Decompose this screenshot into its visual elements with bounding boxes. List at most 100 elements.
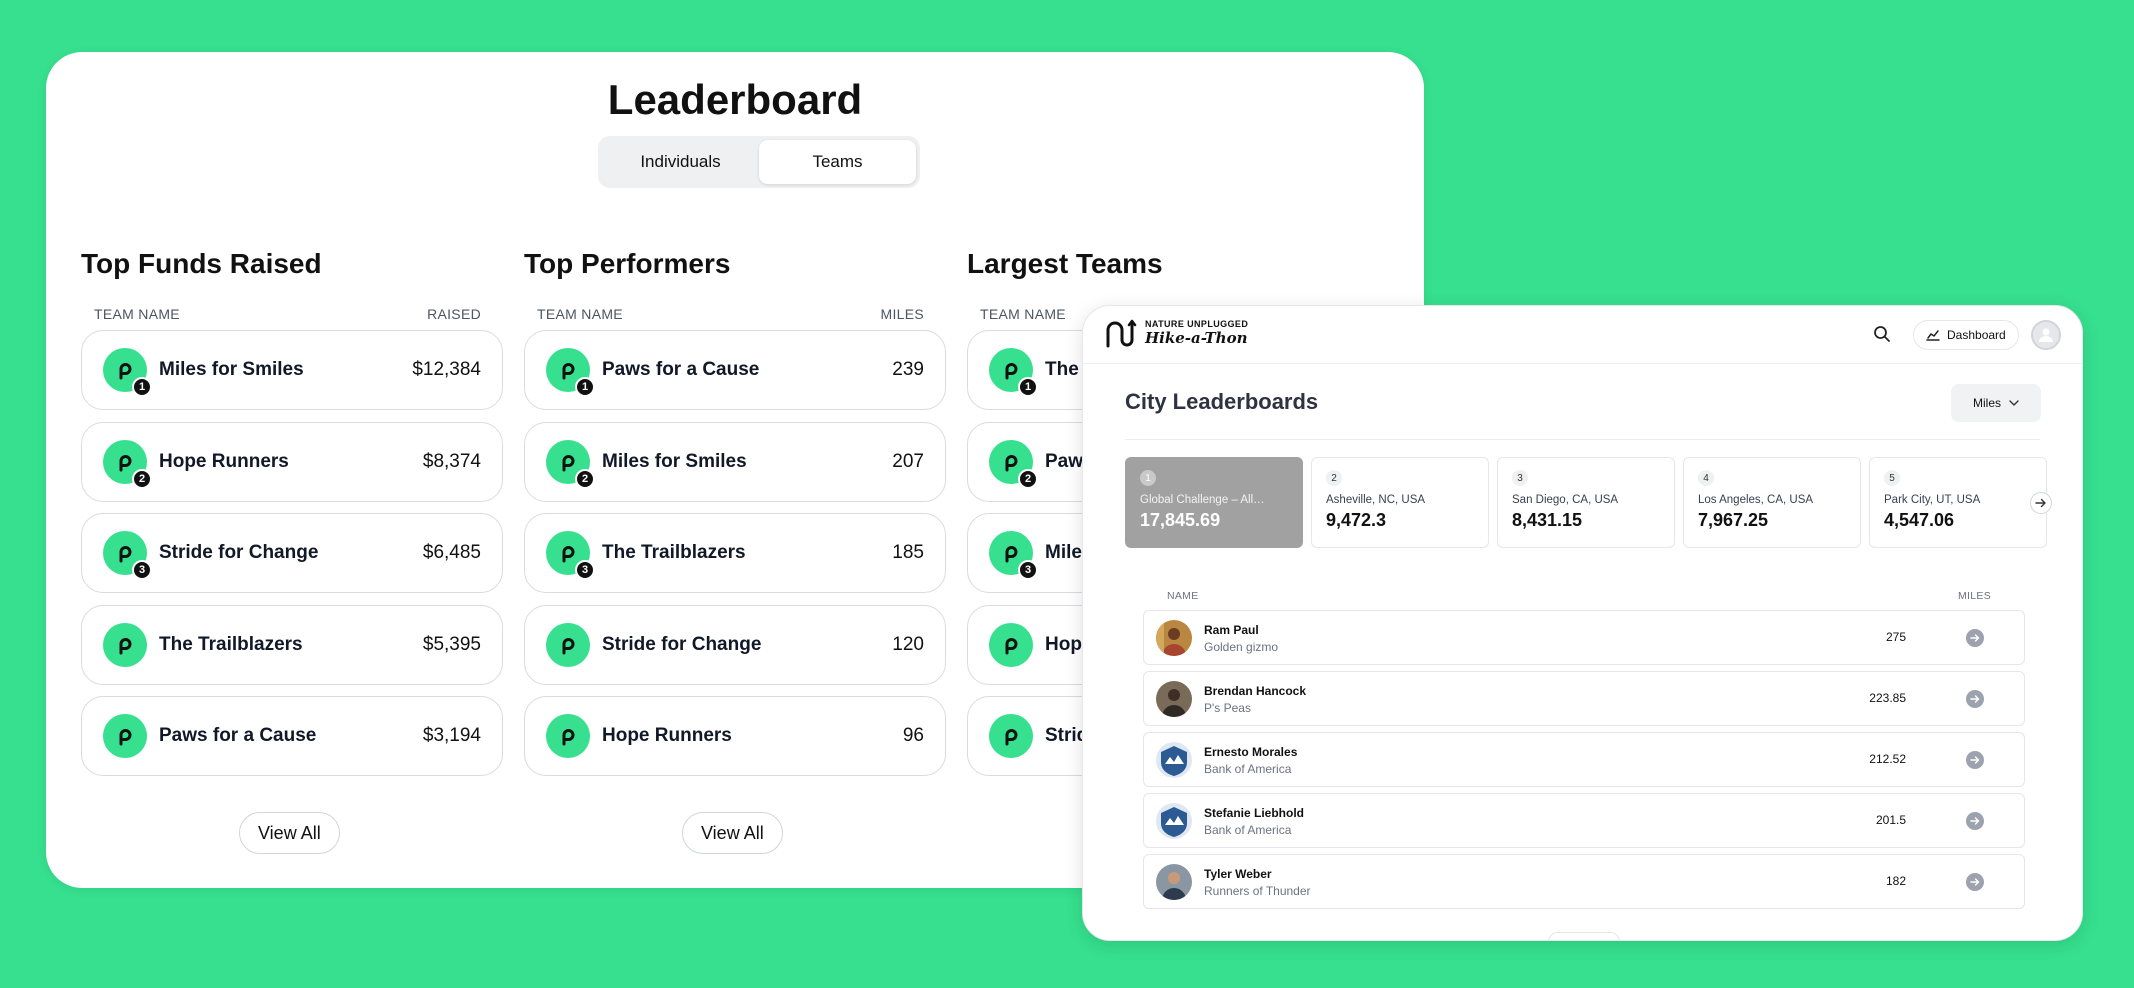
tile-rank: 3: [1512, 470, 1528, 486]
participant-name: Stefanie Liebhold: [1204, 806, 1305, 820]
search-icon[interactable]: [1873, 325, 1891, 343]
team-row[interactable]: 3 The Trailblazers 185: [524, 513, 946, 594]
dashboard-label: Dashboard: [1947, 328, 2006, 342]
brand-logo[interactable]: NATURE UNPLUGGED Hike-a-Thon: [1105, 318, 1248, 348]
divider: [1125, 439, 2040, 440]
rank-badge: 2: [575, 468, 595, 489]
participant-team: Golden gizmo: [1204, 640, 1279, 654]
column-title: Top Funds Raised: [81, 248, 322, 279]
view-all-funds-button[interactable]: View All: [239, 812, 340, 854]
city-tile[interactable]: 2 Asheville, NC, USA 9,472.3: [1311, 457, 1489, 548]
name-column-header: NAME: [1167, 590, 1199, 602]
team-logo-icon: [989, 714, 1033, 759]
participant-team: P's Peas: [1204, 701, 1251, 715]
team-logo-icon: [103, 622, 147, 667]
arrow-right-icon[interactable]: [1966, 751, 1984, 769]
rank-badge: 1: [132, 377, 152, 397]
team-value: $3,194: [422, 725, 481, 747]
team-value: $8,374: [422, 450, 481, 472]
tile-value: 8,431.15: [1512, 510, 1583, 530]
view-all-performers-button[interactable]: View All: [682, 812, 783, 854]
participant-list: Ram Paul Golden gizmo 275 Brendan Hancoc…: [1143, 610, 2025, 915]
avatar: [1156, 742, 1192, 778]
metric-select-value: Miles: [1972, 396, 2001, 410]
participant-team: Runners of Thunder: [1204, 884, 1311, 898]
tile-location: Asheville, NC, USA: [1326, 494, 1426, 506]
team-value: 185: [892, 542, 924, 564]
avatar: [1156, 681, 1192, 717]
leaderboard-toggle: Individuals Teams: [598, 136, 920, 188]
tab-individuals[interactable]: Individuals: [640, 152, 721, 171]
team-logo-icon: 2: [103, 439, 152, 489]
avatar: [1156, 803, 1192, 839]
top-nav: NATURE UNPLUGGED Hike-a-Thon Dashboard: [1083, 306, 2082, 364]
team-value: 120: [892, 633, 924, 655]
arrow-right-icon[interactable]: [1966, 873, 1984, 891]
city-tile[interactable]: 3 San Diego, CA, USA 8,431.15: [1497, 457, 1675, 548]
dashboard-button[interactable]: Dashboard: [1913, 320, 2019, 350]
tile-rank: 1: [1140, 470, 1156, 486]
rank-badge: 3: [575, 560, 595, 581]
team-row[interactable]: The Trailblazers $5,395: [81, 604, 503, 685]
team-row[interactable]: Stride for Change 120: [524, 604, 946, 685]
city-tile[interactable]: 5 Park City, UT, USA 4,547.06: [1869, 457, 2047, 548]
arrow-right-icon[interactable]: [1966, 629, 1984, 647]
participant-miles: 212.52: [1869, 752, 1906, 766]
team-name-header: TEAM NAME: [94, 306, 180, 322]
user-avatar[interactable]: [2031, 320, 2061, 350]
metric-select[interactable]: Miles: [1951, 384, 2041, 422]
chart-icon: [1926, 330, 1940, 341]
team-row[interactable]: 2 Miles for Smiles 207: [524, 421, 946, 502]
city-leaderboards-card: NATURE UNPLUGGED Hike-a-Thon Dashboard C…: [1082, 305, 2083, 941]
team-name: Miles: [1045, 542, 1093, 564]
participant-miles: 182: [1885, 874, 1906, 888]
next-tiles-button[interactable]: [2030, 492, 2052, 514]
team-name: Paws for a Cause: [602, 359, 760, 380]
column-title: Top Performers: [524, 248, 731, 279]
team-name: Paw: [1045, 450, 1084, 472]
team-value: 96: [902, 725, 924, 747]
team-name: The Trailblazers: [602, 542, 746, 564]
table-row[interactable]: Brendan Hancock P's Peas 223.85: [1143, 671, 2025, 726]
team-logo-icon: 3: [546, 531, 595, 581]
arrow-right-icon[interactable]: [1966, 690, 1984, 708]
team-row[interactable]: Hope Runners 96: [524, 696, 946, 777]
rank-badge: 2: [1018, 468, 1038, 489]
team-row[interactable]: Paws for a Cause $3,194: [81, 696, 503, 777]
table-row[interactable]: Stefanie Liebhold Bank of America 201.5: [1143, 793, 2025, 848]
tile-rank: 5: [1884, 470, 1900, 486]
team-name: Hope Runners: [159, 450, 289, 472]
trail-logo-icon: [1106, 319, 1137, 348]
column-header: TEAM NAME RAISED: [81, 306, 503, 322]
tile-value: 9,472.3: [1326, 510, 1387, 530]
raised-header: RAISED: [427, 306, 481, 322]
team-value: $12,384: [412, 359, 481, 380]
load-more-button[interactable]: [1548, 932, 1620, 940]
table-row[interactable]: Ram Paul Golden gizmo 275: [1143, 610, 2025, 665]
arrow-right-icon[interactable]: [1966, 812, 1984, 830]
table-row[interactable]: Ernesto Morales Bank of America 212.52: [1143, 732, 2025, 787]
team-logo-icon: [103, 714, 147, 759]
city-tile[interactable]: 1 Global Challenge – All… 17,845.69: [1125, 457, 1303, 548]
team-logo-icon: 1: [989, 348, 1038, 397]
tab-teams[interactable]: Teams: [759, 140, 916, 184]
team-row[interactable]: 1 Paws for a Cause 239: [524, 330, 946, 410]
table-header: NAME MILES: [1167, 590, 1991, 602]
team-value: $6,485: [422, 542, 481, 564]
team-row[interactable]: 3 Stride for Change $6,485: [81, 513, 503, 594]
team-logo-icon: 2: [989, 439, 1038, 489]
participant-miles: 275: [1885, 630, 1906, 644]
participant-name: Tyler Weber: [1204, 867, 1272, 881]
team-name: The Trailblazers: [159, 633, 303, 655]
team-row[interactable]: 1 Miles for Smiles $12,384: [81, 330, 503, 410]
top-performers-column: Top Performers TEAM NAME MILES 1 Paws fo…: [524, 248, 946, 788]
avatar: [1156, 864, 1192, 900]
city-tile[interactable]: 4 Los Angeles, CA, USA 7,967.25: [1683, 457, 1861, 548]
tile-value: 7,967.25: [1698, 510, 1769, 530]
team-row[interactable]: 2 Hope Runners $8,374: [81, 421, 503, 502]
tile-location: Global Challenge – All…: [1140, 494, 1265, 506]
miles-header: MILES: [880, 306, 924, 322]
tile-rank: 2: [1326, 470, 1342, 486]
table-row[interactable]: Tyler Weber Runners of Thunder 182: [1143, 854, 2025, 909]
user-icon: [2039, 328, 2053, 342]
